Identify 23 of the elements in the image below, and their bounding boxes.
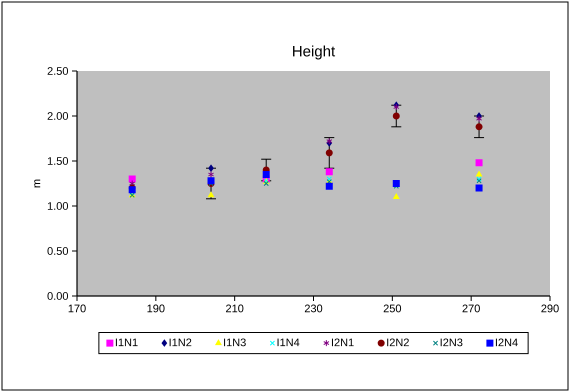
y-tick-label: 1.00: [48, 202, 68, 210]
y-tick-label: 1.50: [48, 157, 68, 165]
chart-title: Height: [293, 45, 336, 60]
legend-label: I1N2: [170, 338, 192, 346]
x-tick-label: 250: [384, 304, 402, 312]
x-tick-label: 190: [147, 304, 165, 312]
x-tick-label: 170: [68, 304, 86, 312]
legend-label: I1N3: [224, 338, 246, 346]
legend-label: I1N4: [278, 338, 300, 346]
x-tick-label: 270: [462, 304, 480, 312]
y-tick-label: 0.00: [47, 292, 68, 300]
legend-label: I1N1: [116, 338, 138, 346]
x-tick-label: 210: [226, 304, 244, 312]
legend-label: I2N1: [332, 338, 354, 346]
y-axis-title: m: [34, 180, 40, 188]
legend-label: I2N2: [387, 338, 409, 346]
x-tick-label: 230: [304, 304, 322, 312]
y-tick-label: 2.50: [48, 67, 68, 75]
legend-label: I2N4: [496, 338, 518, 346]
y-tick-label: 2.00: [48, 112, 68, 120]
legend-label: I2N3: [440, 338, 462, 346]
x-tick-label: 290: [541, 304, 559, 312]
y-tick-label: 0.50: [47, 247, 68, 255]
